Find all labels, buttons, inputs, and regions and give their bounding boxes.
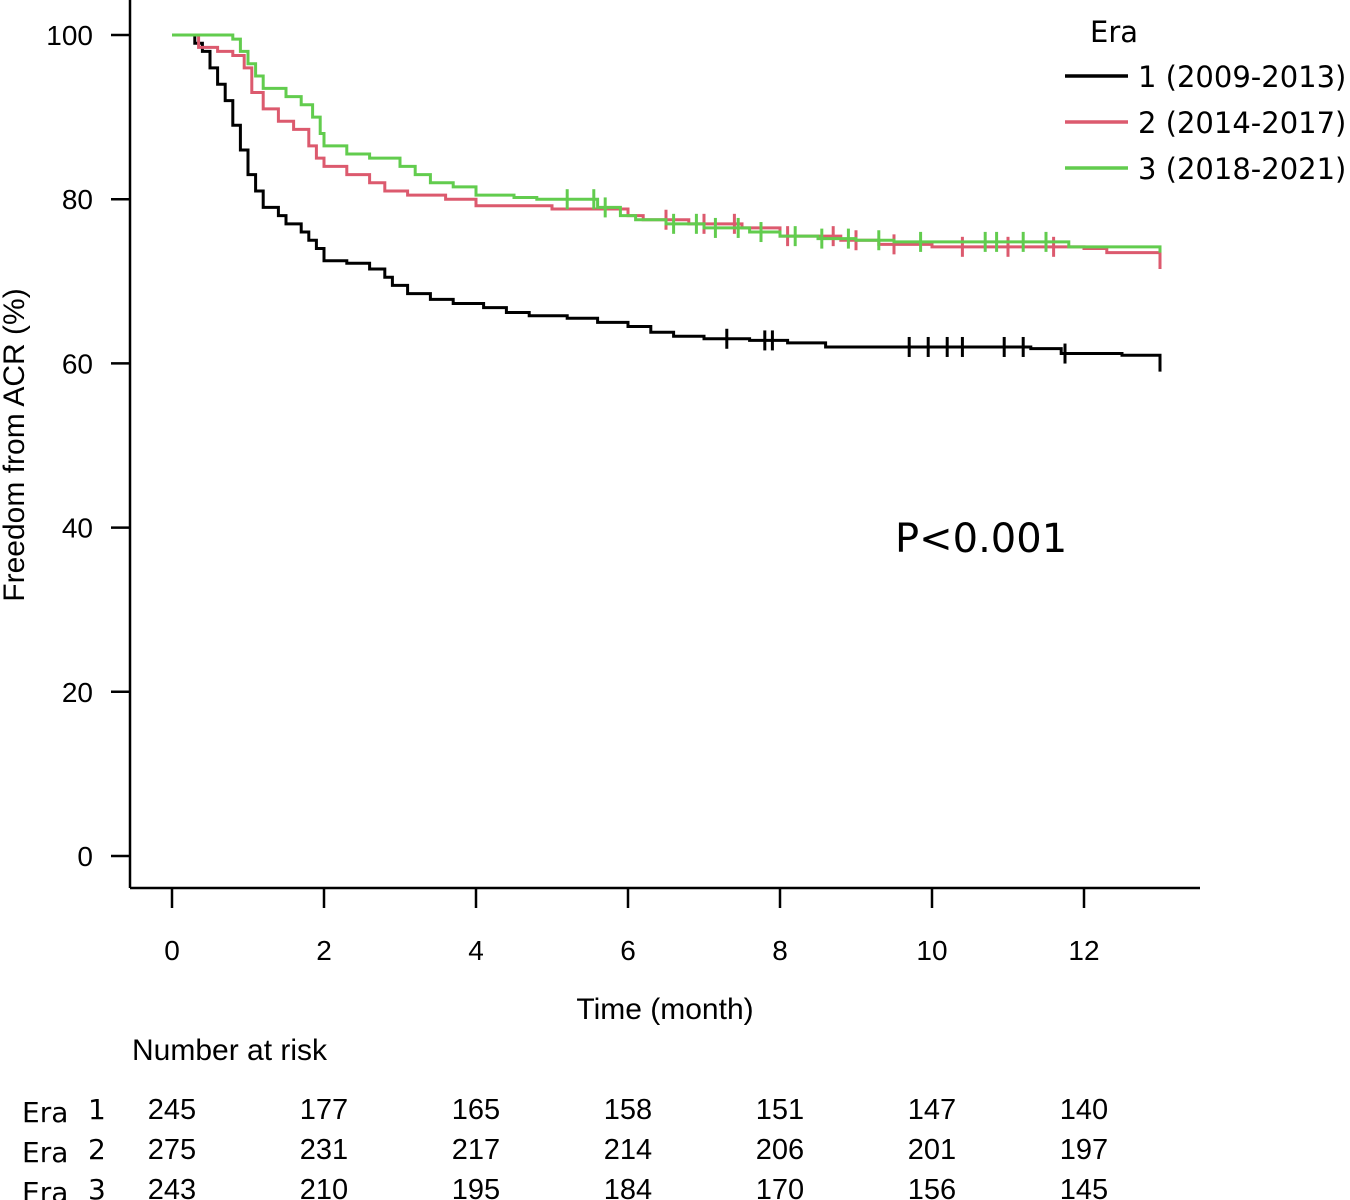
risk-row-label: Era [22, 1136, 68, 1169]
x-tick-label: 6 [620, 935, 636, 966]
risk-value: 156 [908, 1174, 956, 1200]
x-tick-label: 12 [1068, 935, 1099, 966]
x-tick-label: 4 [468, 935, 484, 966]
risk-value: 206 [756, 1134, 804, 1166]
x-tick-label: 0 [164, 935, 180, 966]
risk-value: 217 [452, 1134, 500, 1166]
risk-value: 145 [1060, 1174, 1108, 1200]
p-value-annotation: P<0.001 [895, 516, 1067, 562]
axes [128, 0, 1200, 890]
risk-value: 147 [908, 1094, 956, 1126]
risk-value: 158 [604, 1094, 652, 1126]
risk-value: 177 [300, 1094, 348, 1126]
risk-value: 245 [148, 1094, 196, 1126]
y-tick-label: 20 [62, 677, 93, 708]
risk-value: 214 [604, 1134, 652, 1166]
risk-value: 195 [452, 1174, 500, 1200]
y-tick-label: 0 [77, 841, 93, 872]
risk-table: Number at risk Era 1 245 177 165 158 151 147 140… [22, 1034, 1108, 1200]
y-tick-label: 60 [62, 348, 93, 379]
risk-value: 201 [908, 1134, 956, 1166]
series-line-2 [172, 33, 1162, 269]
risk-row-number: 1 [88, 1093, 106, 1126]
y-ticks: 0 20 40 60 80 100 [46, 20, 130, 872]
risk-value: 184 [604, 1174, 652, 1200]
risk-value: 165 [452, 1094, 500, 1126]
survival-curves [172, 33, 1162, 372]
risk-row-label: Era [22, 1176, 68, 1200]
risk-table-title: Number at risk [132, 1034, 328, 1067]
legend-label-1: 1 (2009-2013) [1138, 60, 1346, 94]
x-ticks: 0 2 4 6 8 10 12 [164, 888, 1100, 966]
series-line-1 [172, 33, 1162, 372]
risk-value: 170 [756, 1174, 804, 1200]
x-axis-title: Time (month) [576, 993, 753, 1026]
y-tick-label: 100 [46, 20, 93, 51]
legend-label-3: 3 (2018-2021) [1138, 152, 1346, 186]
risk-value: 151 [756, 1094, 804, 1126]
risk-value: 140 [1060, 1094, 1108, 1126]
risk-value: 197 [1060, 1134, 1108, 1166]
x-tick-label: 2 [316, 935, 332, 966]
risk-value: 243 [148, 1174, 196, 1200]
legend-label-2: 2 (2014-2017) [1138, 106, 1346, 140]
risk-row-number: 3 [88, 1173, 106, 1200]
series-line-3 [172, 33, 1162, 253]
legend: Era 1 (2009-2013) 2 (2014-2017) 3 (2018-20… [1065, 15, 1346, 186]
legend-title: Era [1090, 15, 1138, 49]
y-tick-label: 80 [62, 184, 93, 215]
y-axis-title: Freedom from ACR (%) [0, 288, 31, 601]
x-tick-label: 8 [772, 935, 788, 966]
x-tick-label: 10 [916, 935, 947, 966]
risk-value: 231 [300, 1134, 348, 1166]
risk-value: 210 [300, 1174, 348, 1200]
risk-row-number: 2 [88, 1133, 106, 1166]
y-tick-label: 40 [62, 513, 93, 544]
risk-row-label: Era [22, 1096, 68, 1129]
risk-value: 275 [148, 1134, 196, 1166]
